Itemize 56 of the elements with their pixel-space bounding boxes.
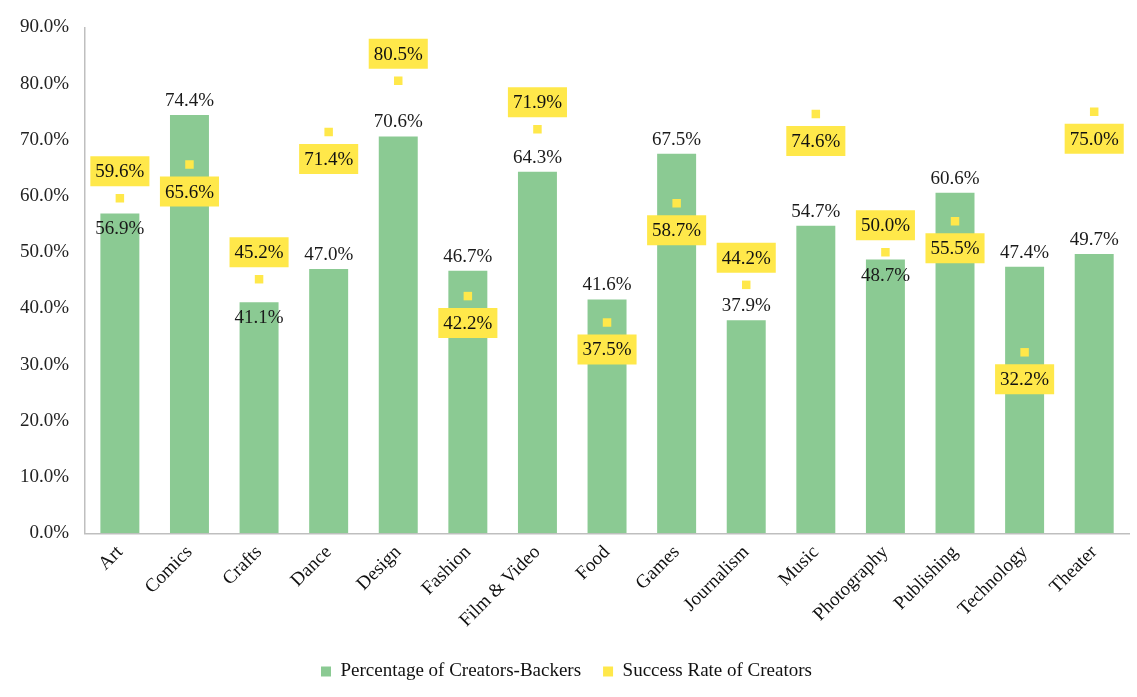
data-label: 49.7% [1069, 227, 1119, 249]
y-tick-label: 50.0% [20, 240, 70, 262]
y-tick-label: 0.0% [29, 521, 70, 543]
data-label: 42.2% [443, 312, 493, 334]
point [602, 318, 612, 327]
data-label: 75.0% [1069, 127, 1119, 149]
y-tick-label: 90.0% [20, 15, 70, 37]
y-tick-label: 10.0% [20, 465, 70, 487]
data-label: 64.3% [512, 145, 563, 167]
legend-label: Success Rate of Creators [622, 659, 812, 681]
bar [517, 171, 557, 534]
data-label: 50.0% [860, 214, 911, 236]
data-label: 45.2% [234, 241, 284, 263]
data-label: 71.4% [304, 147, 354, 169]
y-tick-label: 60.0% [20, 184, 70, 206]
point [115, 194, 125, 203]
data-label: 47.0% [304, 243, 354, 265]
legend-label: Percentage of Creators-Backers [340, 659, 582, 681]
data-label: 44.2% [721, 246, 771, 268]
data-label: 65.6% [164, 180, 215, 202]
x-tick-label: Art [93, 540, 127, 574]
data-label: 74.6% [791, 129, 841, 151]
data-label: 47.4% [1000, 240, 1050, 262]
data-label: 59.6% [95, 160, 145, 182]
data-label: 58.7% [652, 219, 702, 241]
y-tick-label: 80.0% [20, 71, 70, 93]
data-label: 80.5% [373, 42, 423, 64]
data-label: 37.5% [582, 338, 632, 360]
point [533, 124, 542, 134]
point [185, 160, 194, 169]
data-label: 46.7% [443, 244, 493, 266]
data-label: 67.5% [652, 127, 702, 149]
data-label: 41.6% [582, 273, 632, 295]
bar [309, 269, 349, 534]
point [881, 248, 890, 257]
data-label: 71.9% [512, 91, 563, 113]
data-label: 74.4% [164, 89, 215, 111]
point [324, 127, 333, 137]
point [950, 217, 960, 226]
point [1089, 107, 1099, 116]
bar [726, 320, 766, 534]
data-label: 70.6% [373, 110, 423, 132]
y-tick-label: 70.0% [20, 127, 70, 149]
data-label: 32.2% [1000, 368, 1050, 390]
bar [378, 136, 418, 534]
bar [796, 225, 836, 534]
point [672, 199, 681, 208]
data-label: 37.9% [721, 294, 771, 316]
y-tick-label: 30.0% [20, 352, 70, 374]
data-label: 60.6% [930, 166, 980, 188]
data-label: 55.5% [930, 237, 980, 259]
y-tick-label: 40.0% [20, 296, 70, 318]
bar [1074, 253, 1114, 534]
point [1020, 348, 1029, 357]
y-tick-label: 20.0% [20, 408, 70, 430]
data-label: 54.7% [791, 199, 841, 221]
